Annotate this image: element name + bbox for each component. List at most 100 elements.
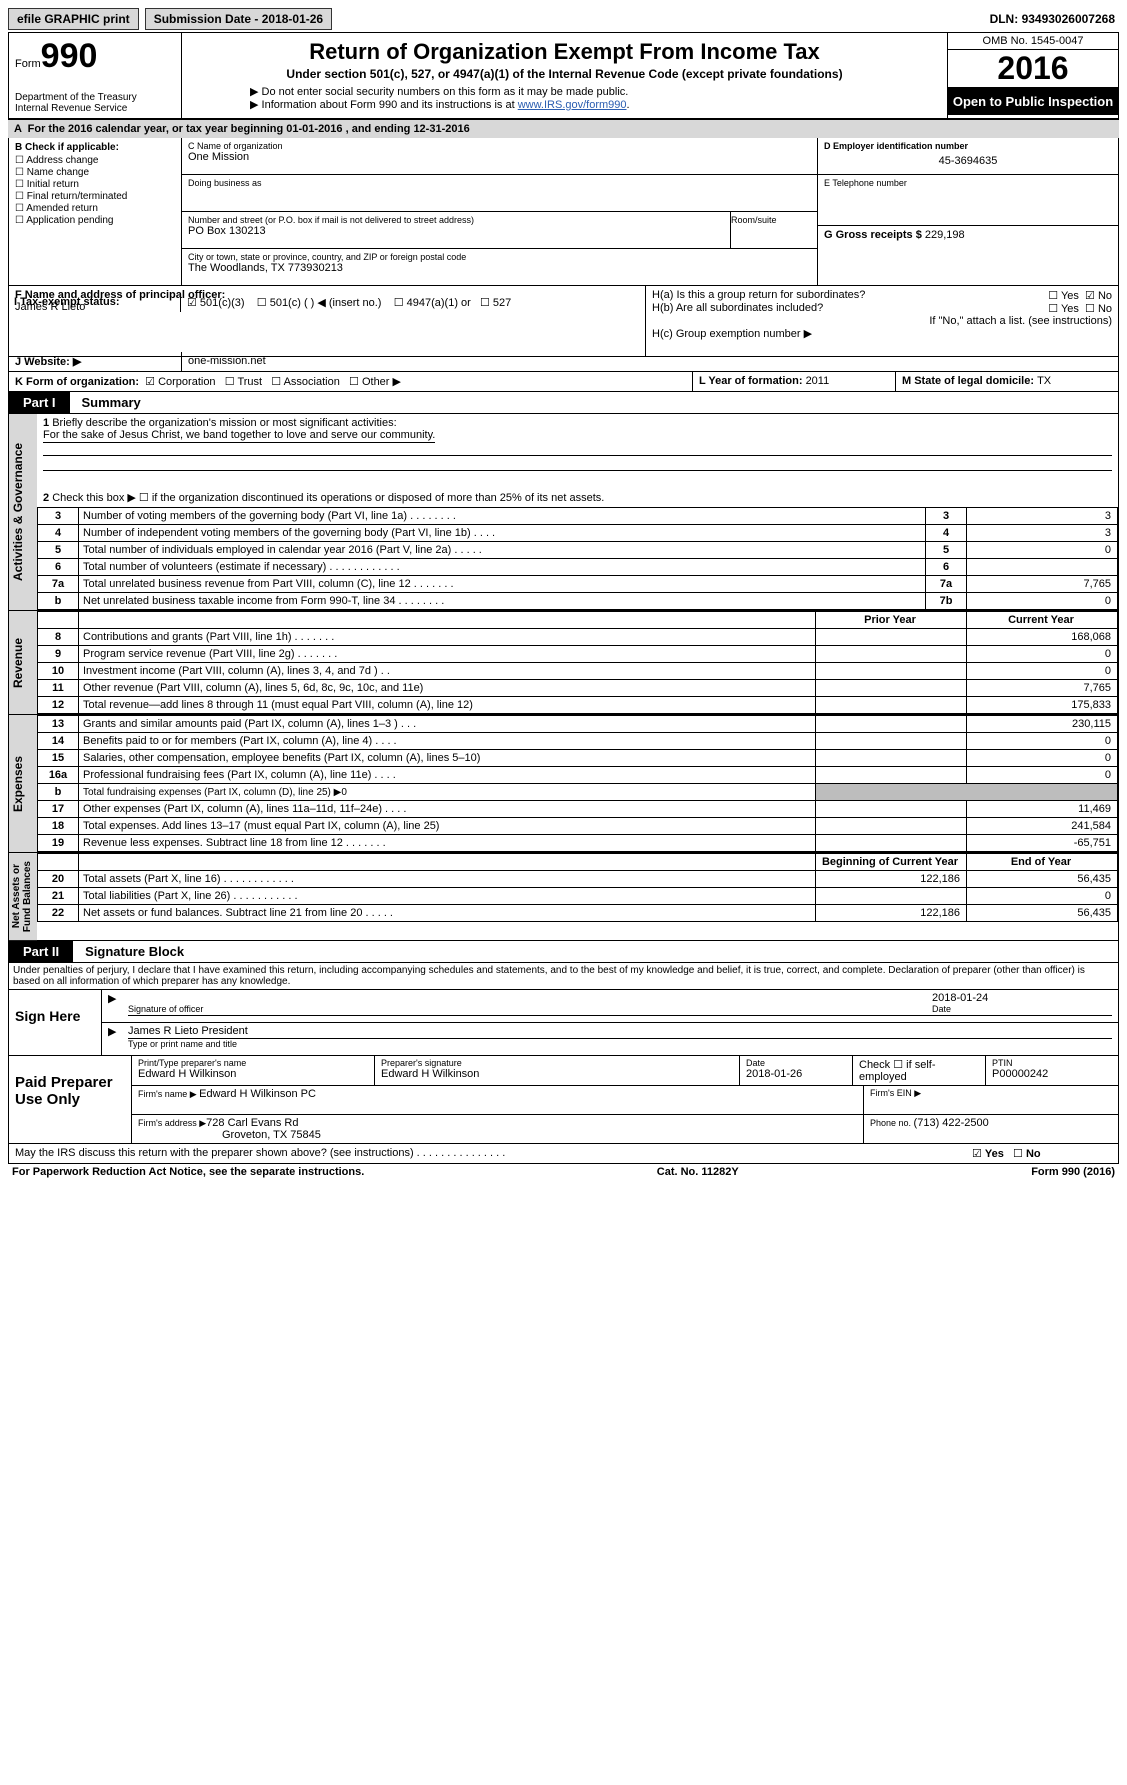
firm-addr2: Groveton, TX 75845 [222, 1129, 321, 1141]
chk-pending[interactable]: ☐ Application pending [15, 215, 175, 226]
chk-address[interactable]: ☐ Address change [15, 155, 175, 166]
part2-title: Signature Block [73, 944, 184, 959]
gross-value: 229,198 [925, 229, 965, 241]
net-table: Beginning of Current Year End of Year20 … [37, 853, 1118, 922]
subdate-label: Submission Date - [154, 12, 262, 26]
opt-assoc[interactable]: Association [284, 376, 340, 388]
opt-527[interactable]: 527 [493, 297, 511, 309]
opt-501c[interactable]: 501(c) ( ) ◀ (insert no.) [270, 297, 382, 309]
h-b-label: H(b) Are all subordinates included? [652, 302, 823, 315]
a-text: For the 2016 calendar year, or tax year … [28, 123, 287, 135]
prep-row1: Print/Type preparer's name Edward H Wilki… [132, 1056, 1118, 1086]
m-cell: M State of legal domicile: TX [896, 372, 1118, 391]
row-ref: 3 [926, 508, 967, 525]
city-cell: City or town, state or province, country… [182, 249, 817, 285]
header-mid: Return of Organization Exempt From Incom… [182, 33, 947, 118]
phone-cell: E Telephone number [818, 175, 1118, 226]
chk-amended[interactable]: ☐ Amended return [15, 203, 175, 214]
sign-here-label: Sign Here [9, 990, 102, 1055]
h-cell: H(a) Is this a group return for subordin… [646, 286, 1118, 356]
discuss-text: May the IRS discuss this return with the… [9, 1144, 966, 1163]
row-cy: -65,751 [967, 835, 1118, 852]
efile-button[interactable]: efile GRAPHIC print [8, 8, 139, 30]
note-info: Information about Form 990 and its instr… [250, 98, 939, 111]
chk-address-label: Address change [26, 155, 98, 166]
part1-header: Part I Summary [8, 392, 1119, 414]
dln: DLN: 93493026007268 [990, 12, 1119, 26]
m-label: M State of legal domicile: [902, 375, 1037, 387]
prep-sig: Edward H Wilkinson [381, 1068, 733, 1080]
gross-cell: G Gross receipts $ 229,198 [818, 226, 1118, 244]
ein-value: 45-3694635 [824, 151, 1112, 171]
irs-link[interactable]: www.IRS.gov/form990 [518, 99, 627, 111]
k-row: K Form of organization: ☑ Corporation ☐ … [8, 372, 1119, 392]
row-num: 19 [38, 835, 79, 852]
website-value: one-mission.net [182, 352, 1118, 371]
row-text: Other revenue (Part VIII, column (A), li… [79, 680, 816, 697]
h-note: If "No," attach a list. (see instruction… [652, 315, 1112, 327]
gross-label: G Gross receipts $ [824, 229, 925, 241]
row-ref: 5 [926, 542, 967, 559]
opt-4947[interactable]: 4947(a)(1) or [407, 297, 471, 309]
footer-right: Form 990 (2016) [1031, 1166, 1115, 1178]
k-cell: K Form of organization: ☑ Corporation ☐ … [9, 372, 693, 391]
opt-trust[interactable]: Trust [237, 376, 262, 388]
form-subtitle: Under section 501(c), 527, or 4947(a)(1)… [190, 67, 939, 81]
m-value: TX [1037, 375, 1051, 387]
form-header: Form990 Department of the Treasury Inter… [8, 32, 1119, 119]
firm-ein-label: Firm's EIN ▶ [864, 1086, 1118, 1114]
paid-preparer-block: Paid Preparer Use Only Print/Type prepar… [8, 1056, 1119, 1144]
row-text: Grants and similar amounts paid (Part IX… [79, 716, 816, 733]
row-text: Total unrelated business revenue from Pa… [79, 576, 926, 593]
row-cy: 230,115 [967, 716, 1118, 733]
i-options: ☑ 501(c)(3) ☐ 501(c) ( ) ◀ (insert no.) … [181, 293, 648, 312]
note-ssn: Do not enter social security numbers on … [250, 85, 939, 98]
gov-table: 3 Number of voting members of the govern… [37, 507, 1118, 610]
row-text: Number of voting members of the governin… [79, 508, 926, 525]
row-num: 5 [38, 542, 79, 559]
room-label: Room/suite [725, 215, 811, 245]
row-num: 13 [38, 716, 79, 733]
org-name-label: C Name of organization [188, 141, 811, 151]
row-num: 20 [38, 871, 79, 888]
row-text: Salaries, other compensation, employee b… [79, 750, 816, 767]
org-name: One Mission [188, 151, 811, 163]
line1: 1 Briefly describe the organization's mi… [37, 414, 1118, 488]
row-cy: 168,068 [967, 629, 1118, 646]
expenses-section: Expenses 13 Grants and similar amounts p… [8, 715, 1119, 853]
chk-name[interactable]: ☐ Name change [15, 167, 175, 178]
row-num: 11 [38, 680, 79, 697]
footer-left: For Paperwork Reduction Act Notice, see … [12, 1166, 364, 1178]
yes-label: Yes [1061, 290, 1079, 302]
opt-501c3[interactable]: 501(c)(3) [200, 297, 245, 309]
row-num: 21 [38, 888, 79, 905]
a-mid: , and ending [343, 123, 414, 135]
l-label: L Year of formation: [699, 375, 806, 387]
ptin-label: PTIN [992, 1058, 1112, 1068]
row-num: 22 [38, 905, 79, 922]
subdate-value: 2018-01-26 [262, 12, 323, 26]
prep-row3: Firm's address ▶728 Carl Evans RdGroveto… [132, 1115, 1118, 1143]
row-py [816, 750, 967, 767]
h-b-answer: ☐ Yes ☐ No [1048, 302, 1112, 315]
check-self-employed[interactable]: Check ☐ if self-employed [853, 1056, 986, 1085]
chk-initial[interactable]: ☐ Initial return [15, 179, 175, 190]
row-cy: 0 [967, 888, 1118, 905]
open-public-badge: Open to Public Inspection [948, 88, 1118, 115]
org-name-cell: C Name of organization One Mission [182, 138, 817, 175]
row-num: 3 [38, 508, 79, 525]
form-title: Return of Organization Exempt From Incom… [190, 39, 939, 65]
opt-other[interactable]: Other ▶ [362, 376, 401, 388]
opt-corp[interactable]: Corporation [158, 376, 215, 388]
l-value: 2011 [806, 375, 830, 387]
prep-name-label: Print/Type preparer's name [138, 1058, 368, 1068]
perjury-text: Under penalties of perjury, I declare th… [8, 963, 1119, 990]
vlabel-governance: Activities & Governance [9, 414, 37, 610]
l-cell: L Year of formation: 2011 [693, 372, 896, 391]
row-text: Total number of individuals employed in … [79, 542, 926, 559]
row-value: 0 [967, 593, 1118, 610]
chk-final[interactable]: ☐ Final return/terminated [15, 191, 175, 202]
row-text: Total assets (Part X, line 16) . . . . .… [79, 871, 816, 888]
row-py: 122,186 [816, 905, 967, 922]
street-value: PO Box 130213 [188, 225, 724, 237]
